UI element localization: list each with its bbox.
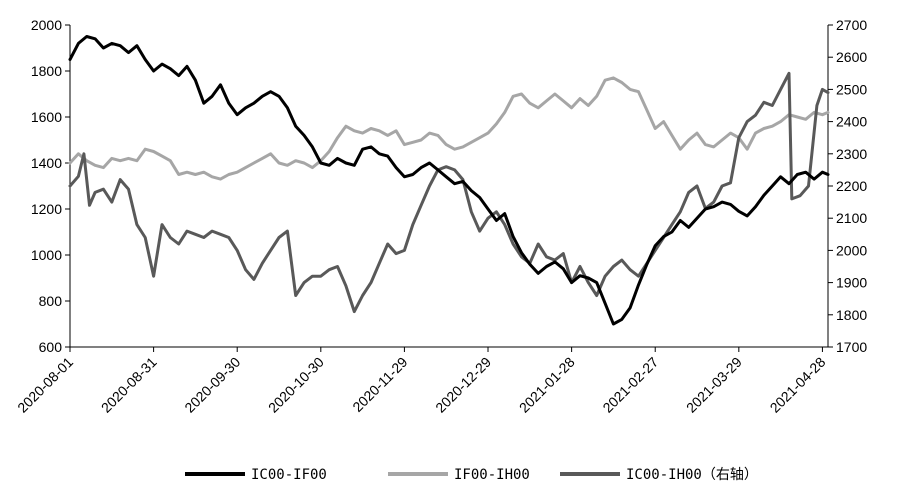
- series-line-2: [68, 71, 830, 314]
- series-line-0: [68, 35, 830, 326]
- y-left-tick-label: 1800: [31, 63, 62, 79]
- y-left-tick-label: 1400: [31, 155, 62, 171]
- y-left-tick-label: 2000: [31, 17, 62, 33]
- x-tick-label: 2021-01-28: [516, 354, 578, 416]
- legend-label-0: IC00-IF00: [251, 467, 327, 483]
- x-tick-label: 2020-10-30: [265, 354, 327, 416]
- chart-axes: 600 800 1000 1200 1400 1600 1800 2000 1700 1800 19…: [14, 17, 867, 416]
- y-right-tick-label: 2500: [836, 81, 867, 97]
- y-left-tick-label: 1200: [31, 201, 62, 217]
- chart-legend: IC00-IF00 IF00-IH00 IC00-IH00（右轴）: [185, 467, 758, 483]
- y-right-tick-label: 2000: [836, 242, 867, 258]
- legend-label-1: IF00-IH00: [454, 467, 530, 483]
- x-tick-label: 2021-04-28: [767, 354, 829, 416]
- chart-series: [68, 35, 830, 326]
- x-tick-label: 2020-12-29: [432, 354, 494, 416]
- y-right-tick-label: 1800: [836, 307, 867, 323]
- y-right-tick-label: 1700: [836, 339, 867, 355]
- y-left-tick-label: 1600: [31, 109, 62, 125]
- x-tick-label: 2021-03-29: [683, 354, 745, 416]
- y-right-tick-label: 1900: [836, 275, 867, 291]
- x-tick-label: 2021-02-27: [599, 354, 661, 416]
- y-right-tick-label: 2100: [836, 210, 867, 226]
- x-tick-label: 2020-11-29: [349, 354, 410, 415]
- y-right-tick-label: 2300: [836, 146, 867, 162]
- y-left-tick-label: 600: [39, 339, 63, 355]
- y-right-tick-label: 2700: [836, 17, 867, 33]
- y-left-tick-label: 1000: [31, 247, 62, 263]
- x-tick-label: 2020-08-31: [98, 354, 160, 416]
- x-tick-label: 2020-09-30: [181, 354, 243, 416]
- series-line-1: [68, 76, 830, 181]
- y-right-tick-label: 2400: [836, 114, 867, 130]
- x-tick-label: 2020-08-01: [14, 354, 76, 416]
- legend-label-2: IC00-IH00（右轴）: [626, 467, 758, 483]
- y-right-tick-label: 2600: [836, 49, 867, 65]
- y-right-tick-label: 2200: [836, 178, 867, 194]
- y-left-tick-label: 800: [39, 293, 63, 309]
